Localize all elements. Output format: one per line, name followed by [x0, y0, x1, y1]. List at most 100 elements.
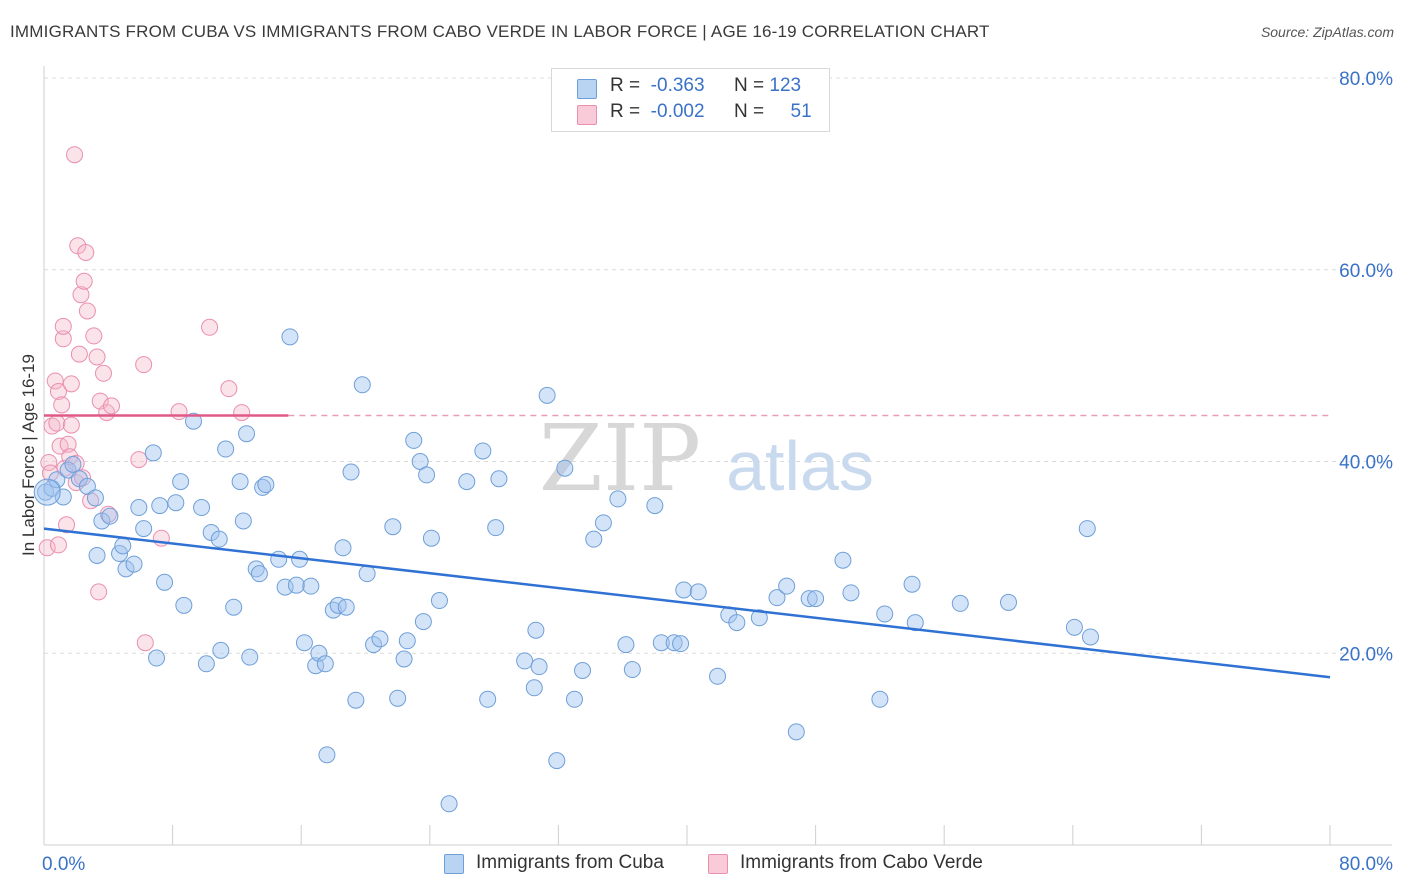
data-point-cabo-verde [46, 372, 64, 390]
data-point-cabo-verde [75, 272, 93, 290]
data-point-cabo-verde [135, 356, 153, 374]
data-point-cuba [86, 489, 104, 507]
data-point-cuba [342, 463, 360, 481]
legend-r-label: R = [610, 75, 641, 96]
data-point-cuba [800, 590, 818, 608]
series-cabo-verde [38, 146, 251, 652]
data-point-cuba [384, 518, 402, 536]
watermark-atlas: atlas [726, 427, 874, 505]
trend-lines [43, 414, 1331, 679]
data-point-cuba [125, 555, 143, 573]
trend-line-cuba [43, 527, 1331, 679]
data-point-cuba [287, 576, 305, 594]
data-point-cuba [389, 689, 407, 707]
data-point-cabo-verde [88, 348, 106, 366]
data-point-cabo-verde [49, 536, 67, 554]
data-point-cuba [193, 499, 211, 517]
data-point-cuba [1065, 618, 1083, 636]
data-point-cuba [585, 530, 603, 548]
data-point-cuba [527, 621, 545, 639]
data-point-cuba [538, 386, 556, 404]
data-point-cuba [689, 583, 707, 601]
gridlines [44, 77, 1392, 654]
data-point-cabo-verde [62, 416, 80, 434]
data-point-cuba [337, 598, 355, 616]
source-label: Source: ZipAtlas.com [1260, 24, 1394, 40]
data-point-cuba [903, 575, 921, 593]
data-point-cuba [358, 565, 376, 583]
data-point-cabo-verde [62, 375, 80, 393]
data-point-cuba [295, 634, 313, 652]
data-point-cuba [490, 470, 508, 488]
data-point-cuba [302, 577, 320, 595]
data-point-cuba [225, 598, 243, 616]
data-point-cabo-verde [54, 330, 72, 348]
data-point-cabo-verde [82, 492, 100, 510]
bottom-legend-label-cuba: Immigrants from Cuba [476, 852, 664, 873]
data-point-cuba [548, 752, 566, 770]
data-point-cuba [405, 431, 423, 449]
legend-n-label: N = [734, 75, 765, 96]
data-point-cuba [646, 497, 664, 515]
data-point-cabo-verde [77, 243, 95, 261]
data-point-cuba [54, 488, 72, 506]
data-point-cuba [479, 690, 497, 708]
data-point-cuba [525, 679, 543, 697]
data-point-cuba [807, 590, 825, 608]
data-point-cuba [365, 636, 383, 654]
data-point-cuba [156, 573, 174, 591]
data-point-cuba [144, 444, 162, 462]
data-point-cuba [728, 614, 746, 632]
data-point-cuba [609, 490, 627, 508]
data-point-cuba [474, 442, 492, 460]
data-point-cuba [210, 530, 228, 548]
watermark: ZIP atlas [539, 405, 874, 512]
data-point-cuba [318, 746, 336, 764]
data-point-cabo-verde [85, 327, 103, 345]
data-point-cuba [281, 328, 299, 346]
data-point-cuba [93, 512, 111, 530]
series-cuba [33, 328, 1099, 813]
data-point-cuba [212, 641, 230, 659]
data-point-cuba [1078, 520, 1096, 538]
legend-r-label: R = [610, 101, 641, 122]
data-point-cabo-verde [58, 516, 76, 534]
data-point-cuba [951, 594, 969, 612]
data-point-cuba [458, 473, 476, 491]
data-point-cuba [238, 425, 256, 443]
legend-swatch-cabo-verde [577, 105, 597, 125]
data-point-cuba [574, 662, 592, 680]
data-point-cabo-verde [130, 451, 148, 469]
x-tick-label: 80.0% [1339, 854, 1393, 875]
data-point-cuba [440, 795, 458, 813]
data-point-cabo-verde [49, 383, 67, 401]
data-point-cuba [871, 690, 889, 708]
bottom-legend-swatch-cuba [444, 854, 464, 874]
data-point-cuba [184, 412, 202, 430]
data-point-cuba [167, 494, 185, 512]
data-point-cuba [88, 546, 106, 564]
data-point-cuba [254, 478, 272, 496]
data-point-cabo-verde [70, 345, 88, 363]
data-point-cabo-verde [220, 380, 238, 398]
data-point-cuba [231, 473, 249, 491]
data-point-cuba [1081, 628, 1099, 646]
watermark-zip: ZIP [539, 405, 701, 512]
x-tick-label: 0.0% [42, 854, 85, 875]
legend-n-label: N = [734, 101, 765, 122]
legend-swatch-cuba [577, 79, 597, 99]
data-point-cuba [876, 605, 894, 623]
data-point-cuba [787, 723, 805, 741]
y-tick-label: 80.0% [1339, 69, 1393, 90]
data-point-cuba [117, 560, 135, 578]
data-point-cabo-verde [103, 397, 121, 415]
data-point-cabo-verde [170, 403, 188, 421]
data-point-cuba-large [33, 478, 61, 506]
data-point-cuba [395, 650, 413, 668]
tick-labels: 20.0% 40.0% 60.0% 80.0% 0.0% 80.0% [42, 69, 1393, 875]
legend-n-value: 51 [790, 101, 812, 122]
y-tick-label: 20.0% [1339, 644, 1393, 665]
data-point-cuba [371, 630, 389, 648]
data-point-cuba [197, 655, 215, 673]
